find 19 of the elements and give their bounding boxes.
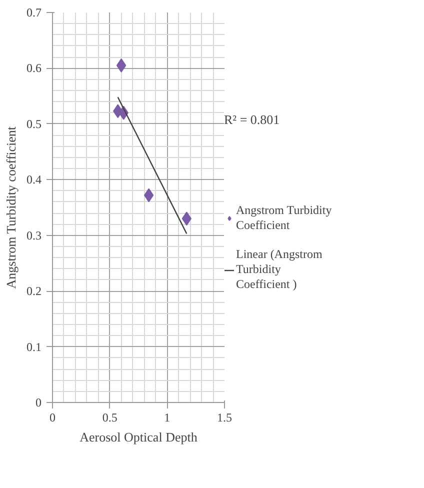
annotation: R² = 0.801 xyxy=(224,112,281,128)
y-tick-label: 0.4 xyxy=(26,172,42,187)
y-tick-label: 0.3 xyxy=(26,228,42,242)
y-tick-label: 0.2 xyxy=(26,284,42,298)
x-tick-label: 1 xyxy=(164,410,170,424)
point xyxy=(144,188,154,202)
y-tick-label: 0.1 xyxy=(26,340,42,354)
x-axis-title: Aerosol Optical Depth xyxy=(80,430,198,444)
y-tick-label: 0.5 xyxy=(26,116,42,131)
y-tick-label: 0.6 xyxy=(26,61,42,76)
x-tick-label: 0.5 xyxy=(102,410,118,424)
legend-label: Angstrom Turbidity Coefficient xyxy=(236,203,332,233)
legend-label: Linear (Angstrom Turbidity Coefficient ) xyxy=(236,247,322,292)
x-tick-label: 1.5 xyxy=(217,410,232,424)
y-tick-label: 0.7 xyxy=(26,6,42,20)
y-tick-label: 0 xyxy=(36,396,42,410)
point xyxy=(116,58,126,72)
x-tick-label: 0 xyxy=(50,410,56,424)
y-axis-title: Angstrom Turbidity coefficient xyxy=(4,126,18,289)
